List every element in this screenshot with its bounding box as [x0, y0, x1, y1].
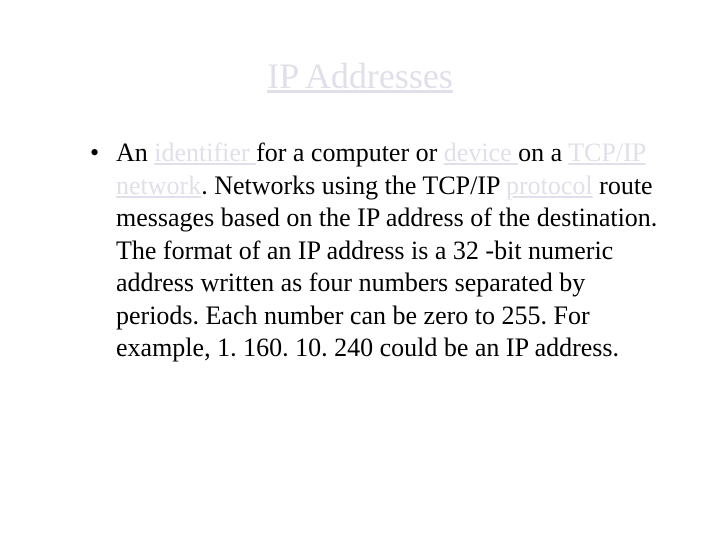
hyperlink[interactable]: protocol: [506, 171, 593, 200]
text-run: . Networks using the TCP/IP: [201, 171, 506, 200]
slide: IP Addresses • An identifier for a compu…: [0, 0, 720, 540]
text-run: An: [116, 138, 154, 167]
slide-content: • An identifier for a computer or device…: [60, 137, 660, 365]
text-run: on a: [518, 138, 568, 167]
bullet-item: • An identifier for a computer or device…: [90, 137, 660, 365]
text-run: for a computer or: [256, 138, 444, 167]
bullet-marker: •: [90, 137, 116, 170]
hyperlink[interactable]: TCP/IP: [568, 138, 645, 167]
slide-title: IP Addresses: [60, 55, 660, 97]
bullet-text: An identifier for a computer or device o…: [116, 137, 660, 365]
hyperlink[interactable]: device: [444, 138, 518, 167]
hyperlink[interactable]: network: [116, 171, 201, 200]
hyperlink[interactable]: identifier: [154, 138, 256, 167]
